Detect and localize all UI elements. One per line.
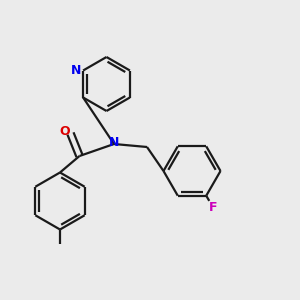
Text: O: O (59, 125, 70, 139)
Text: F: F (209, 201, 217, 214)
Text: N: N (109, 136, 119, 149)
Text: N: N (71, 64, 82, 77)
